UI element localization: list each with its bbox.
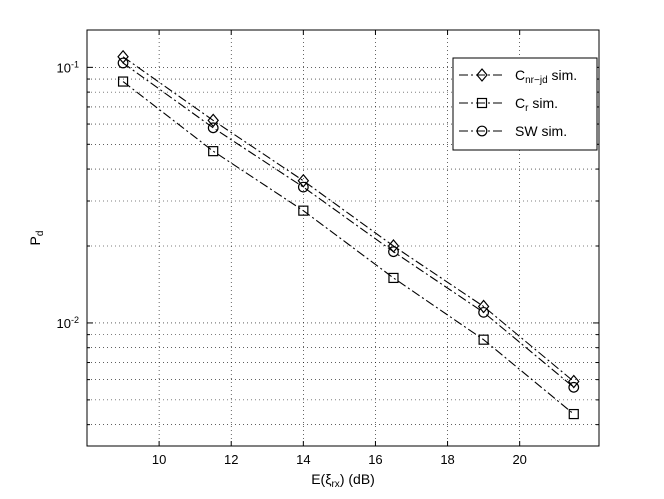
legend-item: SW sim.: [459, 123, 567, 139]
data-point-diamond: [567, 374, 580, 389]
legend-marker-diamond: [476, 68, 488, 82]
x-axis-label-main: E(ξ: [311, 471, 331, 487]
data-point-diamond: [297, 173, 310, 188]
grid: [87, 30, 599, 446]
data-point-square: [568, 408, 579, 420]
data-point-circle: [388, 246, 399, 258]
data-point-square: [208, 146, 219, 157]
legend-item: Cr sim.: [459, 95, 558, 114]
x-axis-label-tail: ) (dB): [340, 471, 375, 487]
series-3: [117, 57, 580, 393]
x-tick-label: 12: [224, 452, 238, 467]
series-line: [122, 56, 575, 382]
y-axis-label-sub: d: [35, 231, 46, 237]
x-tick-label: 14: [296, 452, 310, 467]
x-tick-label: 16: [368, 452, 382, 467]
legend-label: Cnr−jd sim.: [515, 67, 577, 86]
legend-label: SW sim.: [515, 123, 567, 139]
data-point-circle: [478, 306, 490, 318]
x-tick-label: 18: [440, 452, 454, 467]
data-point-circle: [117, 57, 129, 69]
legend: Cnr−jd sim. Cr sim. SW sim.: [452, 57, 598, 151]
x-axis-label-sub: rx: [331, 479, 339, 490]
data-point-diamond: [117, 49, 129, 64]
series-line: [122, 62, 575, 388]
legend-item: Cnr−jd sim.: [459, 67, 577, 86]
legend-marker-circle: [476, 125, 488, 137]
data-point-circle: [297, 181, 309, 193]
series-line: [122, 81, 575, 415]
data-point-square: [117, 76, 129, 87]
legend-marker-square: [476, 97, 488, 109]
y-axis-label: Pd: [27, 231, 46, 246]
data-point-diamond: [207, 113, 219, 128]
x-axis-label: E(ξrx) (dB): [311, 471, 375, 490]
data-point-square: [298, 205, 309, 216]
data-point-square: [388, 272, 399, 284]
y-tick-label: 10-1: [57, 59, 79, 75]
data-point-circle: [568, 381, 580, 393]
y-axis-label-main: P: [27, 236, 43, 245]
y-tick-label: 10-2: [57, 315, 79, 331]
data-point-circle: [207, 122, 219, 134]
x-tick-label: 10: [152, 452, 166, 467]
data-point-square: [478, 334, 489, 345]
x-tick-label: 20: [512, 452, 526, 467]
legend-label: Cr sim.: [515, 95, 558, 114]
series-2: [117, 76, 579, 420]
axes-box: [86, 29, 600, 447]
tick-labels: 10 12 14 16 18 20 10-2 10-1: [57, 59, 527, 467]
series-layer: [117, 49, 580, 420]
